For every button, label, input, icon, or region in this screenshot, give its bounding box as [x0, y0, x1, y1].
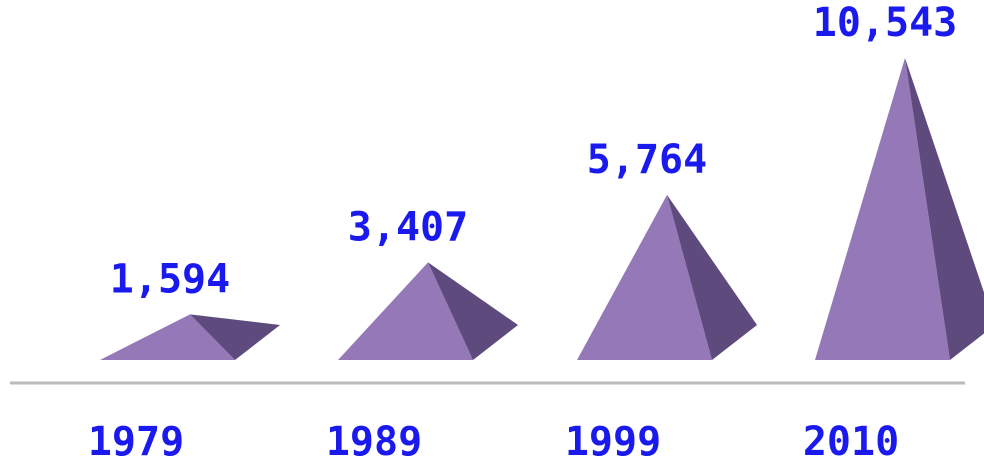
value-label: 1,594 [110, 256, 230, 302]
value-label: 5,764 [587, 137, 707, 183]
value-label: 3,407 [348, 204, 468, 250]
value-label: 10,543 [813, 0, 958, 46]
pyramid [338, 262, 518, 360]
pyramid-front [338, 262, 473, 360]
pyramid-front [100, 314, 235, 360]
pyramid [100, 314, 280, 360]
category-label: 1989 [326, 419, 422, 465]
pyramid-side [190, 314, 280, 360]
category-label: 2010 [803, 419, 899, 465]
pyramid [815, 58, 984, 360]
pyramid-front [577, 194, 712, 360]
pyramid-side [428, 262, 518, 360]
pyramid-side [905, 58, 984, 360]
pyramid-side [667, 194, 757, 360]
pyramid [577, 194, 757, 360]
category-label: 1999 [565, 419, 661, 465]
category-label: 1979 [88, 419, 184, 465]
